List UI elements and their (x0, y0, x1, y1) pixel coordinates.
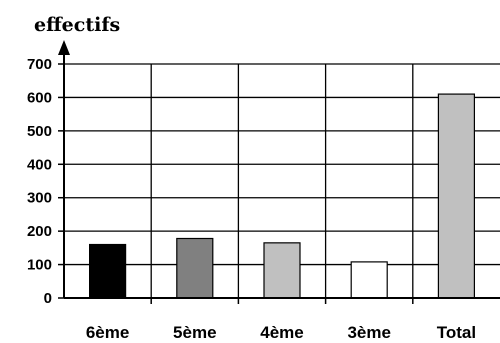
y-tick-label: 700 (27, 56, 52, 73)
bar (263, 242, 301, 299)
y-tick-label: 100 (27, 257, 52, 274)
bars (88, 93, 475, 299)
bar (350, 261, 388, 299)
x-tick-label: 4ème (260, 323, 303, 342)
y-tick-label: 300 (27, 190, 52, 207)
y-tick-label: 400 (27, 156, 52, 173)
bar (437, 93, 475, 299)
x-tick-label: 5ème (173, 323, 216, 342)
y-axis-arrow (58, 40, 70, 55)
y-tick-labels: 0 100 200 300 400 500 600 700 (27, 56, 52, 307)
x-tick-label: 3ème (347, 323, 390, 342)
bar (88, 243, 127, 299)
bar (176, 237, 214, 299)
x-tick-label: 6ème (86, 323, 129, 342)
gridlines (64, 63, 500, 298)
y-tick-label: 500 (27, 123, 52, 140)
y-tick-label: 600 (27, 89, 52, 106)
axes (58, 40, 500, 304)
y-tick-label: 0 (44, 290, 52, 307)
y-axis-label: effectifs (34, 14, 120, 36)
x-tick-label: Total (437, 323, 476, 342)
x-tick-labels: 6ème 5ème 4ème 3ème Total (86, 323, 476, 342)
y-tick-label: 200 (27, 223, 52, 240)
